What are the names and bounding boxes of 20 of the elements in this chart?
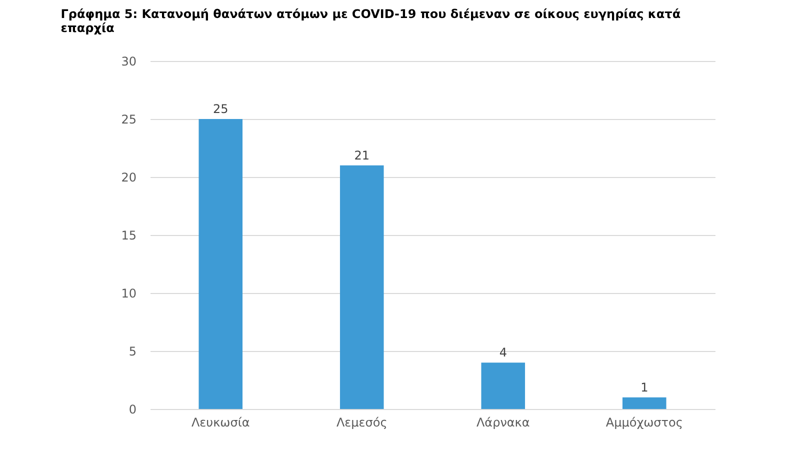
x-tick-label: Αμμόχωστος	[606, 416, 683, 430]
y-tick-label: 25	[121, 112, 136, 126]
bar	[481, 362, 526, 409]
data-label: 25	[212, 102, 228, 116]
data-label: 21	[354, 148, 370, 162]
x-tick-label: Λεμεσός	[336, 416, 388, 430]
data-label: 1	[640, 380, 648, 394]
x-tick-label: Λάρνακα	[476, 416, 530, 430]
y-tick-label: 20	[121, 170, 136, 184]
data-label: 4	[499, 346, 507, 360]
bar	[622, 397, 666, 409]
y-tick-label: 10	[121, 286, 136, 300]
chart-title: Γράφημα 5: Κατανομή θανάτων ατόμων με COVID-19 που διέμεναν σε οίκους ευγηρίας κατά επαρχία	[60, 7, 681, 35]
y-tick-label: 15	[121, 228, 136, 242]
bar	[340, 165, 384, 409]
bar	[198, 119, 243, 409]
y-tick-label: 30	[121, 54, 136, 68]
y-tick-label: 5	[128, 344, 136, 358]
x-tick-label: Λευκωσία	[191, 416, 250, 430]
y-tick-label: 0	[128, 402, 136, 416]
